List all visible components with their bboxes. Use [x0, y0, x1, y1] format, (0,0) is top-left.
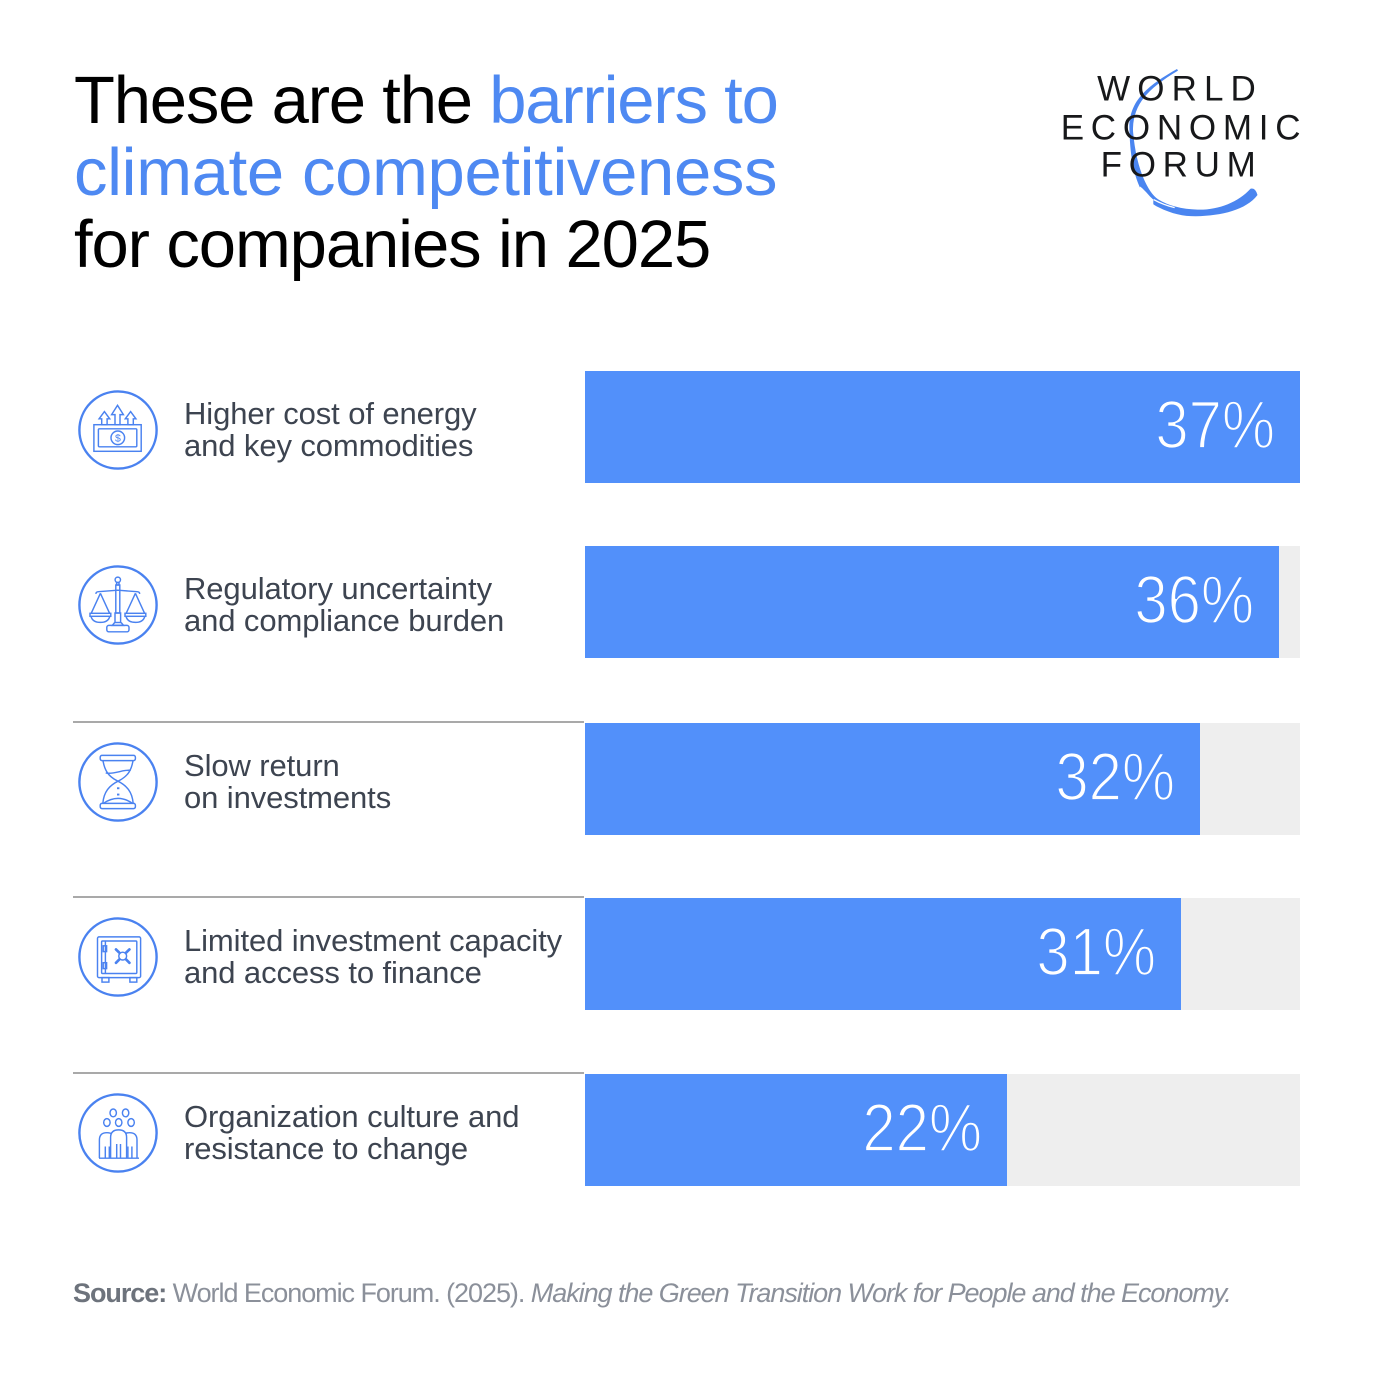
- svg-text:$: $: [115, 433, 121, 445]
- svg-text:FORUM: FORUM: [1101, 146, 1256, 185]
- svg-text:WORLD: WORLD: [1097, 69, 1256, 108]
- svg-text:ECONOMIC: ECONOMIC: [1061, 109, 1301, 148]
